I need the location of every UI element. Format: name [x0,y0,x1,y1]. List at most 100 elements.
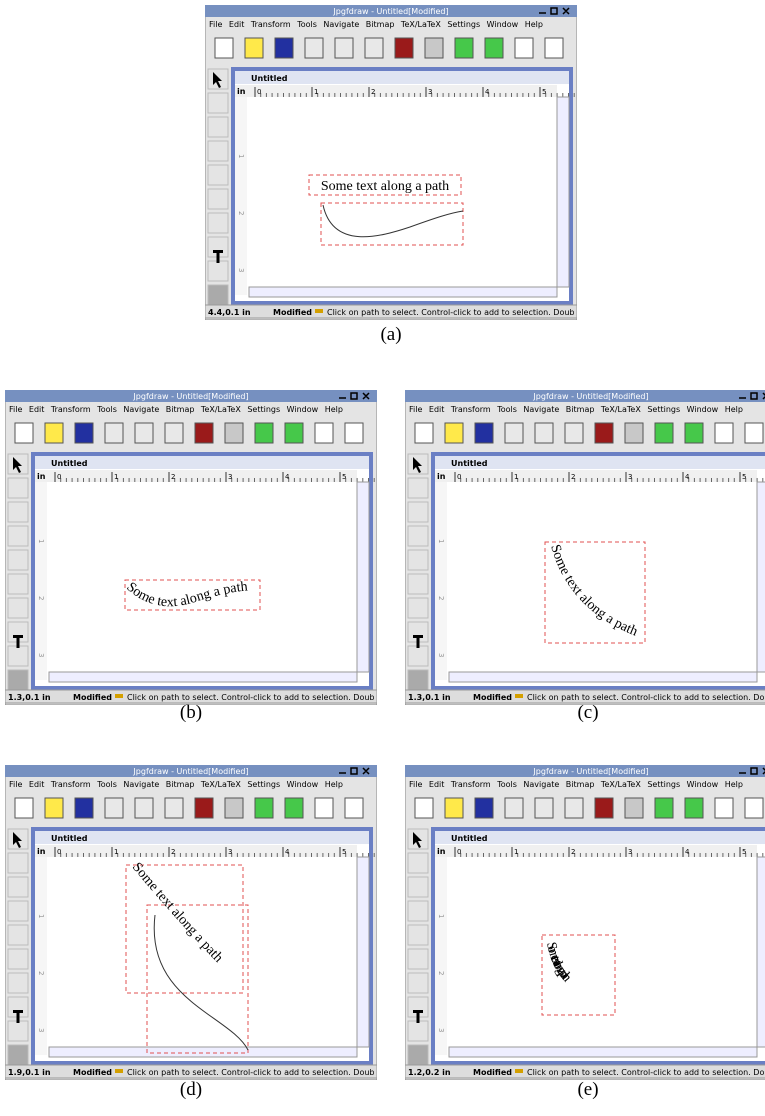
tool-button[interactable] [7,876,29,898]
menu-item[interactable]: Navigate [123,780,159,789]
menu-item[interactable]: File [409,405,422,414]
toolbar-button[interactable] [474,422,494,444]
toolbar-button[interactable] [564,422,584,444]
tool-button[interactable] [7,852,29,874]
menu-item[interactable]: Transform [50,405,91,414]
toolbar-button[interactable] [74,422,94,444]
tool-button[interactable] [207,92,229,114]
menu-item[interactable]: Tools [296,20,317,29]
menu-item[interactable]: Window [287,405,319,414]
menu-item[interactable]: Window [287,780,319,789]
tool-button[interactable] [7,525,29,547]
toolbar-button[interactable] [214,37,234,59]
toolbar-button[interactable] [414,797,434,819]
menu-item[interactable]: Help [525,20,543,29]
toolbar-button[interactable] [714,422,734,444]
tool-button[interactable] [207,116,229,138]
toolbar-button[interactable] [344,422,364,444]
tool-button[interactable] [407,501,429,523]
tool-button[interactable] [207,260,229,282]
toolbar-button[interactable] [14,797,34,819]
menu-item[interactable]: Bitmap [366,20,395,29]
tool-button[interactable] [407,669,429,691]
tool-button[interactable] [7,645,29,667]
menu-item[interactable]: Navigate [523,405,559,414]
toolbar-button[interactable] [304,37,324,59]
tool-button[interactable] [7,549,29,571]
tool-button[interactable] [407,573,429,595]
toolbar-button[interactable] [684,422,704,444]
toolbar-button[interactable] [254,422,274,444]
menu-item[interactable]: Bitmap [166,780,195,789]
menu-item[interactable]: Transform [450,780,491,789]
menu-item[interactable]: Transform [50,780,91,789]
toolbar-button[interactable] [284,422,304,444]
menu-item[interactable]: File [9,405,22,414]
toolbar-button[interactable] [224,422,244,444]
toolbar-button[interactable] [444,422,464,444]
menu-item[interactable]: Navigate [523,780,559,789]
toolbar-button[interactable] [534,422,554,444]
menu-item[interactable]: File [209,20,222,29]
tool-button[interactable] [207,284,229,306]
menu-item[interactable]: Help [325,780,343,789]
toolbar-button[interactable] [104,797,124,819]
tool-button[interactable] [407,525,429,547]
menu-item[interactable]: Tools [96,780,117,789]
toolbar-button[interactable] [394,37,414,59]
tool-button[interactable] [7,1044,29,1066]
menu-item[interactable]: File [9,780,22,789]
toolbar-button[interactable] [594,422,614,444]
toolbar-button[interactable] [224,797,244,819]
toolbar-button[interactable] [484,37,504,59]
toolbar-button[interactable] [334,37,354,59]
menu-item[interactable]: Settings [247,780,280,789]
tool-button[interactable] [407,948,429,970]
toolbar-button[interactable] [684,797,704,819]
toolbar-button[interactable] [74,797,94,819]
tool-button[interactable] [407,1044,429,1066]
toolbar-button[interactable] [14,422,34,444]
tool-button[interactable] [7,501,29,523]
tool-button[interactable] [407,924,429,946]
tool-button[interactable] [407,1020,429,1042]
toolbar-button[interactable] [344,797,364,819]
toolbar-button[interactable] [44,797,64,819]
tool-button[interactable] [407,549,429,571]
toolbar-button[interactable] [104,422,124,444]
tool-button[interactable] [7,597,29,619]
menu-item[interactable]: Edit [29,405,45,414]
menu-item[interactable]: Navigate [323,20,359,29]
toolbar-button[interactable] [164,797,184,819]
tool-button[interactable] [407,477,429,499]
tool-button[interactable] [7,948,29,970]
menu-item[interactable]: Edit [229,20,245,29]
menu-item[interactable]: TeX/LaTeX [400,20,441,29]
menu-item[interactable]: TeX/LaTeX [600,780,641,789]
tool-button[interactable] [407,972,429,994]
toolbar-button[interactable] [254,797,274,819]
toolbar-button[interactable] [474,797,494,819]
tool-button[interactable] [407,900,429,922]
menu-item[interactable]: Transform [450,405,491,414]
toolbar-button[interactable] [164,422,184,444]
toolbar-button[interactable] [244,37,264,59]
toolbar-button[interactable] [134,797,154,819]
tool-button[interactable] [7,573,29,595]
menu-item[interactable]: Tools [496,780,517,789]
menu-item[interactable]: Help [725,780,743,789]
menu-item[interactable]: Bitmap [566,405,595,414]
menu-item[interactable]: TeX/LaTeX [200,780,241,789]
tool-button[interactable] [407,597,429,619]
tool-button[interactable] [407,852,429,874]
toolbar-button[interactable] [134,422,154,444]
toolbar-button[interactable] [564,797,584,819]
toolbar-button[interactable] [314,422,334,444]
tool-button[interactable] [7,900,29,922]
menu-item[interactable]: Tools [496,405,517,414]
toolbar-button[interactable] [44,422,64,444]
toolbar-button[interactable] [654,422,674,444]
tool-button[interactable] [7,477,29,499]
toolbar-button[interactable] [744,797,764,819]
tool-button[interactable] [7,972,29,994]
